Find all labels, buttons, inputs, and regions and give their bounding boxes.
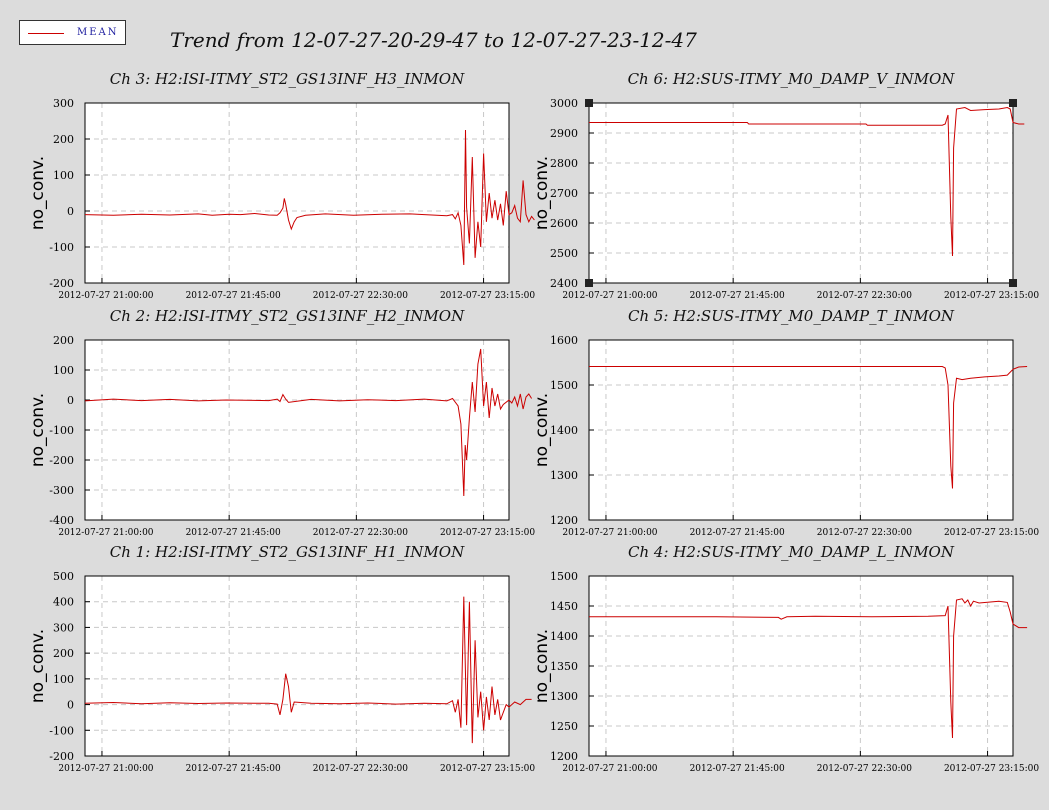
y-tick-label: 1400 [550,630,578,643]
y-tick-label: -100 [49,424,74,437]
y-tick-label: 1200 [550,750,578,763]
y-tick-label: 200 [53,133,74,146]
y-tick-label: 1450 [550,600,578,613]
y-tick-label: 200 [53,334,74,347]
y-tick-label: 2700 [550,187,578,200]
y-tick-label: 100 [53,673,74,686]
y-tick-label: 1350 [550,660,578,673]
y-axis-label: no_conv. [28,629,48,703]
selection-handle [585,99,593,107]
x-tick-label: 2012-07-27 23:15:00 [944,764,1039,774]
y-tick-label: 1400 [550,424,578,437]
y-tick-label: 1600 [550,334,578,347]
x-tick-label: 2012-07-27 23:15:00 [440,528,535,538]
y-tick-label: 2900 [550,127,578,140]
y-axis-label: no_conv. [28,393,48,467]
y-tick-label: -100 [49,724,74,737]
y-tick-label: 0 [67,394,74,407]
x-tick-label: 2012-07-27 22:30:00 [817,528,912,538]
y-tick-label: 100 [53,169,74,182]
y-tick-label: -400 [49,514,74,527]
series-line [589,106,1025,257]
plot-area [85,576,509,756]
x-tick-label: 2012-07-27 22:30:00 [313,528,408,538]
x-tick-label: 2012-07-27 22:30:00 [817,764,912,774]
x-tick-label: 2012-07-27 22:30:00 [313,764,408,774]
y-tick-label: 100 [53,364,74,377]
series-line [589,366,1028,489]
legend-swatch [28,33,64,34]
y-tick-label: 500 [53,570,74,583]
plot-area [85,103,509,283]
series-line [84,129,535,266]
x-tick-label: 2012-07-27 21:00:00 [58,528,153,538]
chart-title: Ch 2: H2:ISI-ITMY_ST2_GS13INF_H2_INMON [110,307,465,325]
plot-border [84,575,510,757]
x-tick-label: 2012-07-27 23:15:00 [440,291,535,301]
y-tick-label: 2400 [550,277,578,290]
selection-handle [1009,279,1017,287]
x-tick-label: 2012-07-27 22:30:00 [817,291,912,301]
y-tick-label: 300 [53,621,74,634]
y-tick-label: 300 [53,97,74,110]
x-tick-label: 2012-07-27 21:00:00 [58,291,153,301]
y-tick-label: 3000 [550,97,578,110]
series-line [84,348,533,497]
y-tick-label: 2500 [550,247,578,260]
x-tick-label: 2012-07-27 21:00:00 [58,764,153,774]
y-tick-label: -200 [49,750,74,763]
y-axis-label: no_conv. [28,156,48,230]
y-tick-label: 400 [53,596,74,609]
legend-box: MEAN [19,20,126,45]
x-tick-label: 2012-07-27 23:15:00 [944,291,1039,301]
x-tick-label: 2012-07-27 21:45:00 [690,764,785,774]
x-tick-label: 2012-07-27 21:45:00 [186,764,281,774]
legend-label: MEAN [77,27,119,38]
chart-title: Ch 1: H2:ISI-ITMY_ST2_GS13INF_H1_INMON [110,543,465,561]
chart-title: Ch 6: H2:SUS-ITMY_M0_DAMP_V_INMON [628,70,956,88]
x-tick-label: 2012-07-27 21:45:00 [186,528,281,538]
x-tick-label: 2012-07-27 21:00:00 [562,764,657,774]
x-tick-label: 2012-07-27 23:15:00 [440,764,535,774]
y-tick-label: 1300 [550,469,578,482]
y-axis-label: no_conv. [532,156,552,230]
selection-handle [585,279,593,287]
x-tick-label: 2012-07-27 21:45:00 [690,528,785,538]
x-tick-label: 2012-07-27 21:45:00 [690,291,785,301]
y-tick-label: 1500 [550,379,578,392]
series-line [589,598,1028,739]
y-tick-label: 1200 [550,514,578,527]
x-tick-label: 2012-07-27 21:00:00 [562,291,657,301]
plot-border [84,102,510,284]
y-tick-label: 0 [67,205,74,218]
y-axis-label: no_conv. [532,629,552,703]
x-tick-label: 2012-07-27 23:15:00 [944,528,1039,538]
y-tick-label: -100 [49,241,74,254]
x-tick-label: 2012-07-27 21:00:00 [562,528,657,538]
y-tick-label: 2800 [550,157,578,170]
chart-title: Ch 3: H2:ISI-ITMY_ST2_GS13INF_H3_INMON [110,70,465,88]
y-tick-label: 1300 [550,690,578,703]
x-tick-label: 2012-07-27 21:45:00 [186,291,281,301]
chart-title: Ch 5: H2:SUS-ITMY_M0_DAMP_T_INMON [628,307,955,325]
page-title: Trend from 12-07-27-20-29-47 to 12-07-27… [170,28,697,52]
y-tick-label: 200 [53,647,74,660]
y-tick-label: 0 [67,699,74,712]
chart-title: Ch 4: H2:SUS-ITMY_M0_DAMP_L_INMON [628,543,955,561]
y-tick-label: 2600 [550,217,578,230]
x-tick-label: 2012-07-27 22:30:00 [313,291,408,301]
y-tick-label: -200 [49,277,74,290]
y-tick-label: 1500 [550,570,578,583]
y-tick-label: -300 [49,484,74,497]
selection-handle [1009,99,1017,107]
y-tick-label: -200 [49,454,74,467]
y-axis-label: no_conv. [532,393,552,467]
series-line [84,596,532,744]
y-tick-label: 1250 [550,720,578,733]
